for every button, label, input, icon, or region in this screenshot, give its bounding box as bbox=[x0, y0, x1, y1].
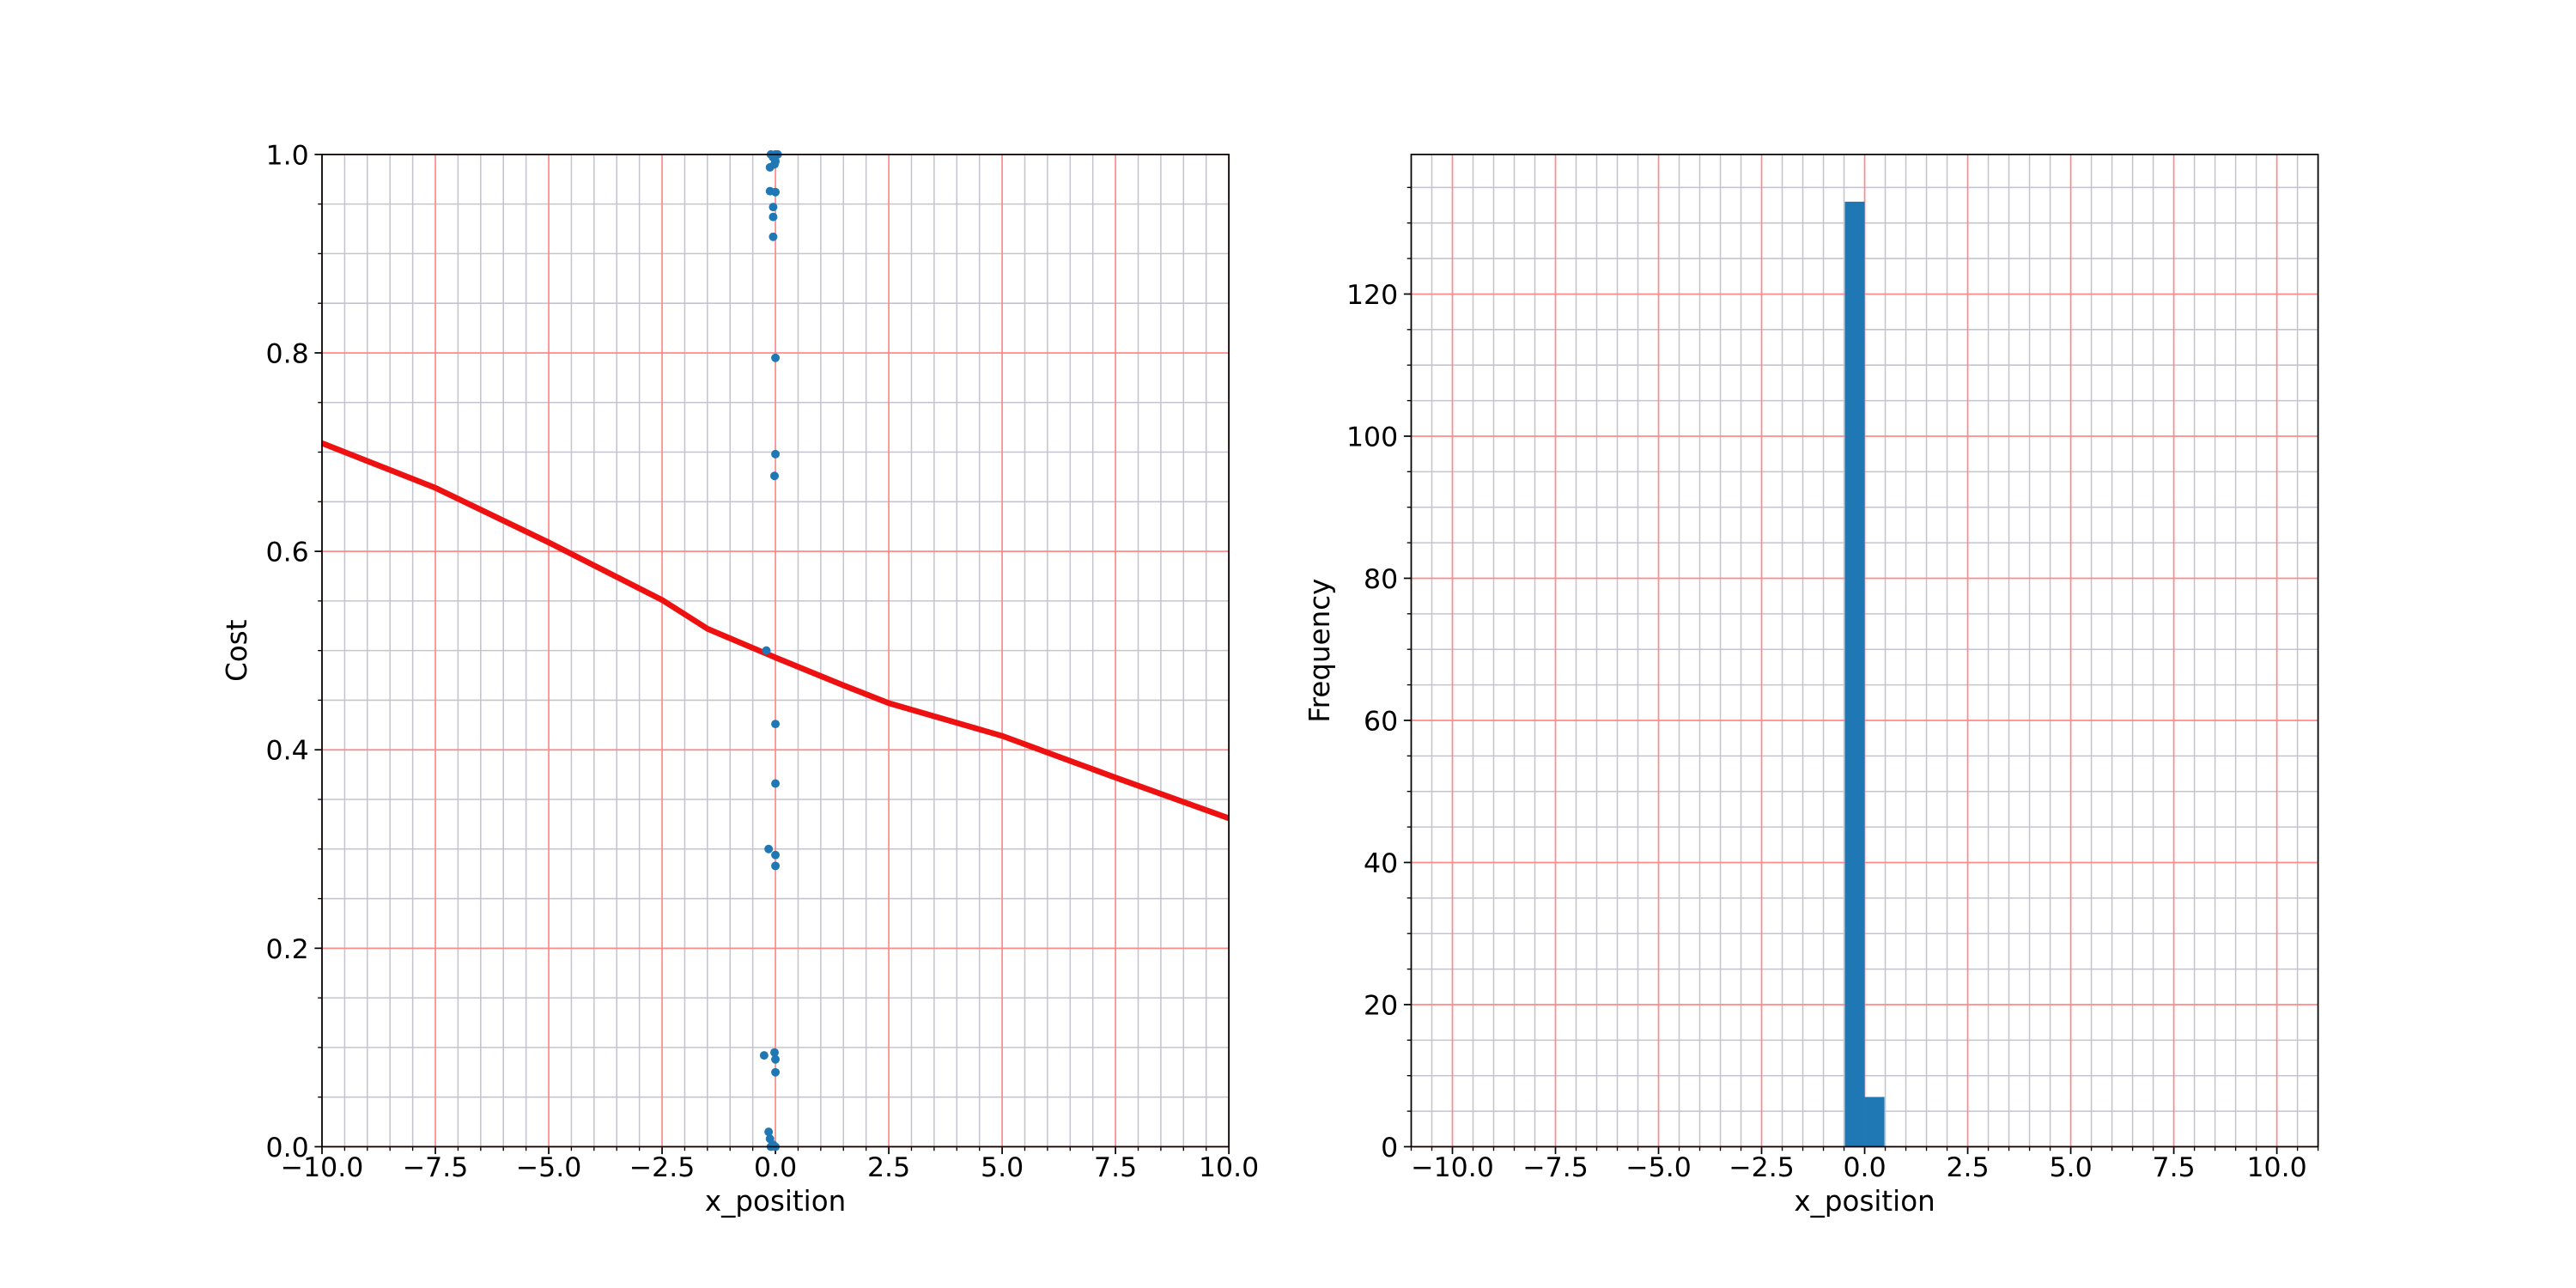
point bbox=[771, 720, 781, 729]
y-tick-label: 0 bbox=[1381, 1133, 1398, 1163]
y-tick-label: 120 bbox=[1346, 280, 1398, 311]
y-tick-label: 20 bbox=[1364, 990, 1398, 1021]
point bbox=[769, 203, 778, 212]
point bbox=[771, 1067, 781, 1077]
y-tick-label: 1.0 bbox=[266, 140, 309, 171]
point bbox=[771, 353, 781, 362]
x-tick-label: −7.5 bbox=[403, 1152, 469, 1183]
line bbox=[320, 440, 1230, 822]
x-tick-label: 10.0 bbox=[1199, 1152, 1259, 1183]
subplot: −10.0 −7.5 −5.0 −2.5 0.0 2.5 5.0 7.5 10.0 0.0 0.2 0… bbox=[221, 140, 1259, 1218]
point bbox=[771, 1054, 781, 1064]
x-axis-label: x_position bbox=[1794, 1185, 1935, 1218]
y-tick-label: 60 bbox=[1364, 706, 1398, 737]
x-tick-label: −5.0 bbox=[1625, 1152, 1692, 1183]
x-tick-label: −5.0 bbox=[516, 1152, 582, 1183]
point bbox=[764, 1127, 774, 1137]
x-tick-label: −10.0 bbox=[281, 1152, 364, 1183]
bar bbox=[1844, 201, 1865, 1147]
y-tick-label: 100 bbox=[1346, 422, 1398, 453]
y-tick-label: 0.8 bbox=[266, 338, 309, 369]
point bbox=[770, 1048, 779, 1057]
y-axis-label: Frequency bbox=[1303, 579, 1336, 723]
point bbox=[771, 779, 781, 788]
point bbox=[771, 850, 781, 860]
x-tick-label: 5.0 bbox=[2049, 1152, 2092, 1183]
point bbox=[771, 187, 781, 197]
plot-frame bbox=[1410, 153, 2319, 1148]
bar bbox=[1864, 1097, 1885, 1147]
x-tick-label: 7.5 bbox=[1094, 1152, 1137, 1183]
x-tick-label: 5.0 bbox=[981, 1152, 1024, 1183]
y-tick-label: 0.4 bbox=[266, 736, 309, 767]
y-tick-label: 0.0 bbox=[266, 1133, 309, 1163]
x-tick-label: 10.0 bbox=[2246, 1152, 2306, 1183]
subplot: −10.0 −7.5 −5.0 −2.5 0.0 2.5 5.0 7.5 10.0 0 20 40 60… bbox=[1303, 153, 2319, 1218]
point bbox=[765, 162, 775, 172]
x-tick-label: 2.5 bbox=[867, 1152, 910, 1183]
y-tick-label: 0.2 bbox=[266, 934, 309, 965]
x-tick-label: −2.5 bbox=[629, 1152, 696, 1183]
point bbox=[770, 471, 779, 481]
point bbox=[762, 646, 771, 655]
point bbox=[769, 232, 778, 241]
plot-frame bbox=[321, 153, 1230, 1148]
x-axis-label: x_position bbox=[705, 1185, 846, 1218]
x-tick-label: 2.5 bbox=[1946, 1152, 1989, 1183]
y-tick-label: 40 bbox=[1364, 848, 1398, 879]
x-tick-label: −10.0 bbox=[1411, 1152, 1494, 1183]
y-tick-label: 80 bbox=[1364, 564, 1398, 595]
point bbox=[769, 212, 778, 222]
point bbox=[759, 1051, 769, 1060]
point bbox=[771, 449, 781, 459]
x-tick-label: 0.0 bbox=[754, 1152, 797, 1183]
y-axis-label: Cost bbox=[221, 620, 253, 682]
y-tick-label: 0.6 bbox=[266, 538, 309, 568]
point bbox=[771, 861, 781, 871]
x-tick-label: 0.0 bbox=[1843, 1152, 1886, 1183]
x-tick-label: 7.5 bbox=[2153, 1152, 2196, 1183]
x-tick-label: −7.5 bbox=[1522, 1152, 1589, 1183]
point bbox=[764, 844, 774, 854]
x-tick-label: −2.5 bbox=[1728, 1152, 1795, 1183]
